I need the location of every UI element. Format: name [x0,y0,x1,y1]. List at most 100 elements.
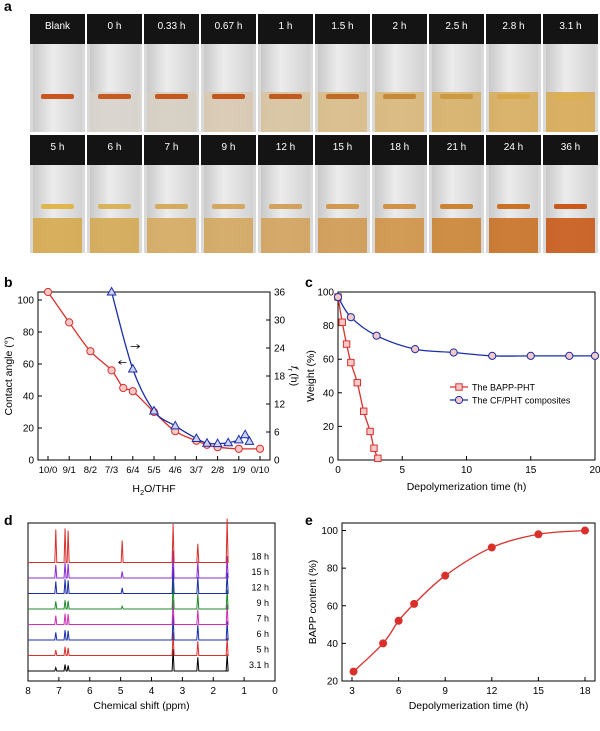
vial-glass [375,165,424,253]
vial-time-label: 24 h [503,142,524,153]
x-tick-label: 3/7 [190,465,203,476]
vial-photo: 0.67 h [201,14,256,132]
data-point [223,437,234,447]
data-point [65,318,74,327]
vial-cap: 21 h [429,135,484,165]
x-axis-label-part: H [132,483,140,495]
vial-photo: 2.5 h [429,14,484,132]
data-point [148,405,160,415]
spectrum-label: 9 h [256,598,269,608]
vial-time-label: 5 h [50,142,65,153]
x-axis-label: Depolymerization time (h) [409,700,529,712]
spectrum-label: 12 h [251,583,269,593]
y-tick-label: 60 [327,601,339,612]
data-point [127,363,138,373]
y-tick-label: 20 [23,424,35,435]
vial-glass [432,44,481,132]
x-tick-label: 5 [118,686,124,697]
data-point [191,433,202,443]
vial-liquid [261,217,310,253]
spectrum-label: 5 h [256,645,269,655]
vial-cap: 2.8 h [486,14,541,44]
x-tick-label: 0 [272,686,278,697]
x-tick-label: 4/6 [169,465,182,476]
y-tick-label: 80 [23,328,35,339]
vial-sample-strip [497,93,530,99]
y-tick-label: 40 [327,639,339,650]
panel-label-e: e [305,512,313,528]
data-point [212,438,223,448]
data-point [240,429,251,439]
data-point [347,358,355,367]
x-tick-label: 7 [56,686,62,697]
data-point [372,331,381,340]
vial-time-label: 1.5 h [331,21,354,32]
x-axis-label: H2O/THF [132,483,175,497]
data-point [534,530,543,539]
vial-photo: 5 h [30,135,85,253]
vial-sample-strip [326,93,359,99]
vial-cap: 0.33 h [144,14,199,44]
data-point [170,420,181,430]
data-point [379,639,388,648]
vial-photo: 12 h [258,135,313,253]
data-point [338,318,346,326]
vial-glass [33,44,82,132]
data-point [244,435,255,445]
y-tick-label: 0 [28,456,34,467]
data-point [581,526,589,535]
vial-time-label: 18 h [389,142,410,153]
vial-glass [204,44,253,132]
vial-liquid [432,92,481,132]
vial-sample-strip [269,204,302,209]
vial-photo: 24 h [486,135,541,253]
x-tick-label: 2/8 [211,465,224,476]
data-point [342,340,351,348]
axis-arrow [130,344,140,349]
data-point [128,387,137,396]
vial-cap: 0 h [87,14,142,44]
vial-glass [147,165,196,253]
x-axis-label: Chemical shift (ppm) [93,700,189,712]
y2-axis-label-part: r [286,369,295,372]
spectrum-trace [28,518,229,563]
vial-cap: 6 h [87,135,142,165]
vial-sample-strip [383,204,416,209]
vial-photo: 1 h [258,14,313,132]
y2-axis-label: fr(h) [286,366,300,386]
x-tick-label: 8/2 [84,465,97,476]
x-tick-label: 7/3 [105,465,118,476]
vial-photo: 2.8 h [486,14,541,132]
legend-label: The CF/PHT composites [472,396,571,406]
vial-glass [489,44,538,132]
vial-photo: Blank [30,14,85,132]
vial-sample-strip [155,93,188,99]
vial-photo: 7 h [144,135,199,253]
data-point [526,351,535,360]
vial-sample-strip [383,93,416,99]
vial-sample-strip [212,93,245,99]
vial-liquid [546,217,595,253]
vial-sample-strip [554,93,587,99]
x-axis-label-part: O/THF [144,483,176,495]
series-line [353,529,586,673]
x-tick-label: 5/5 [147,465,160,476]
vial-photo: 15 h [315,135,370,253]
spectrum-trace [28,615,229,641]
x-tick-label: 15 [525,465,537,476]
x-tick-label: 8 [25,686,31,697]
vial-cap: 12 h [258,135,313,165]
vial-glass [546,44,595,132]
x-tick-label: 12 [486,686,498,697]
vial-glass [204,165,253,253]
x-tick-label: 6 [396,686,402,697]
vial-liquid [261,92,310,132]
vial-liquid [147,217,196,253]
x-tick-label: 10 [461,465,473,476]
x-tick-label: 5 [399,465,405,476]
data-point [411,345,420,354]
vial-liquid [147,92,196,132]
vial-time-label: 6 h [107,142,122,153]
vial-cap: 0.67 h [201,14,256,44]
vial-time-label: 1 h [278,21,293,32]
